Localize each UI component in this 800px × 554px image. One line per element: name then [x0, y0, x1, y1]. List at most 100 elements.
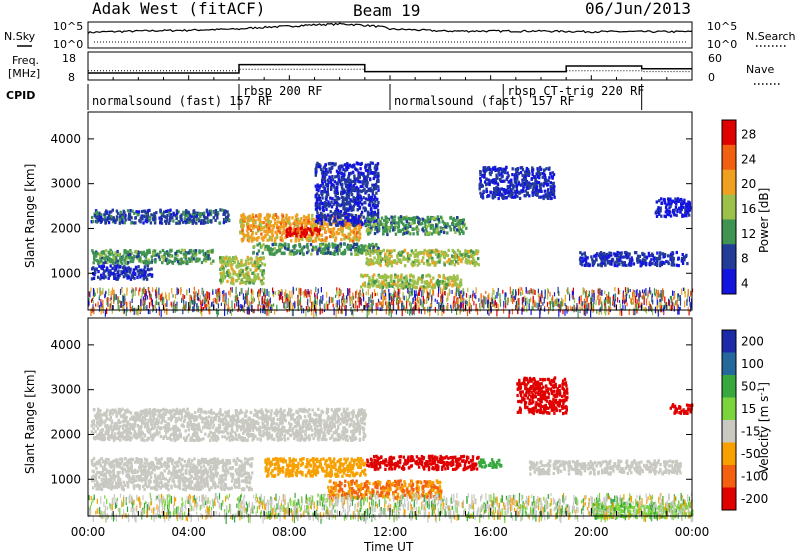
data-cell	[352, 163, 356, 167]
data-cell	[241, 226, 244, 230]
data-cell	[115, 218, 118, 222]
data-cell	[351, 188, 354, 192]
data-cell	[329, 210, 332, 214]
noise-cell	[681, 288, 683, 295]
noise-cell	[423, 288, 425, 293]
data-cell	[322, 190, 326, 194]
data-cell	[385, 222, 388, 226]
data-cell	[278, 220, 282, 224]
data-cell	[139, 216, 142, 220]
noise-cell	[396, 291, 398, 300]
data-cell	[460, 258, 463, 262]
data-cell	[536, 169, 540, 174]
data-cell	[383, 275, 386, 279]
noise-cell	[619, 299, 621, 303]
data-cell	[416, 263, 419, 267]
data-cell	[410, 249, 413, 253]
data-cell	[345, 208, 349, 212]
data-cell	[338, 168, 342, 172]
data-cell	[368, 212, 371, 216]
noise-cell	[564, 294, 566, 302]
data-cell	[583, 258, 586, 262]
noise-cell	[622, 299, 624, 305]
data-cell	[186, 262, 189, 266]
data-cell	[411, 274, 415, 278]
data-cell	[119, 214, 122, 218]
data-cell	[677, 256, 680, 260]
data-cell	[221, 260, 224, 265]
data-cell	[669, 214, 673, 218]
data-cell	[461, 221, 464, 225]
data-cell	[306, 238, 309, 242]
data-cell	[681, 205, 685, 209]
data-cell	[222, 221, 226, 225]
data-cell	[161, 248, 165, 253]
data-cell	[321, 247, 324, 251]
data-cell	[251, 263, 254, 267]
data-cell	[241, 216, 244, 220]
data-cell	[364, 168, 368, 172]
data-cell	[281, 237, 284, 241]
data-cell	[486, 167, 489, 171]
data-cell	[260, 244, 264, 248]
data-cell	[524, 178, 528, 182]
data-cell	[374, 170, 377, 174]
noise-cell	[340, 289, 342, 296]
data-cell	[529, 185, 532, 189]
noise-cell	[422, 297, 425, 305]
data-cell	[681, 253, 684, 257]
data-cell	[504, 189, 507, 193]
data-cell	[297, 238, 300, 242]
noise-cell	[349, 290, 351, 299]
noise-cell	[124, 298, 126, 304]
data-cell	[353, 221, 356, 225]
data-cell	[502, 189, 506, 193]
data-cell	[281, 239, 284, 243]
data-cell	[192, 217, 196, 221]
data-cell	[370, 259, 373, 263]
data-cell	[619, 252, 623, 256]
data-cell	[146, 264, 149, 268]
data-cell	[142, 214, 145, 218]
data-cell	[314, 219, 318, 224]
nave-tick-top: 60	[708, 52, 722, 65]
data-cell	[298, 230, 301, 234]
data-cell	[280, 225, 283, 229]
data-cell	[547, 196, 550, 200]
data-cell	[209, 209, 212, 213]
data-cell	[240, 258, 243, 263]
data-cell	[315, 163, 319, 167]
data-cell	[527, 186, 530, 190]
data-cell	[119, 265, 122, 269]
data-cell	[142, 273, 145, 277]
data-cell	[550, 187, 553, 191]
data-cell	[397, 229, 400, 234]
noise-cell	[612, 300, 614, 305]
data-cell	[262, 276, 265, 280]
data-cell	[119, 260, 123, 264]
data-cell	[451, 222, 454, 226]
data-cell	[443, 222, 446, 226]
data-cell	[446, 260, 449, 264]
data-cell	[316, 252, 319, 256]
noise-cell	[245, 290, 247, 296]
data-cell	[231, 268, 234, 272]
data-cell	[316, 211, 319, 215]
data-cell	[426, 232, 429, 236]
noise-cell	[641, 296, 644, 300]
data-cell	[442, 250, 446, 255]
data-cell	[210, 261, 213, 265]
data-cell	[517, 172, 520, 176]
data-cell	[449, 227, 452, 231]
noise-cell	[460, 292, 462, 297]
data-cell	[336, 185, 339, 189]
data-cell	[364, 197, 368, 201]
data-cell	[361, 202, 364, 206]
data-cell	[151, 217, 155, 221]
data-cell	[284, 224, 287, 228]
noise-cell	[102, 287, 104, 295]
noise-cell	[365, 301, 367, 309]
data-cell	[332, 230, 335, 234]
data-cell	[383, 279, 386, 283]
date-title: 06/Jun/2013	[585, 0, 691, 18]
